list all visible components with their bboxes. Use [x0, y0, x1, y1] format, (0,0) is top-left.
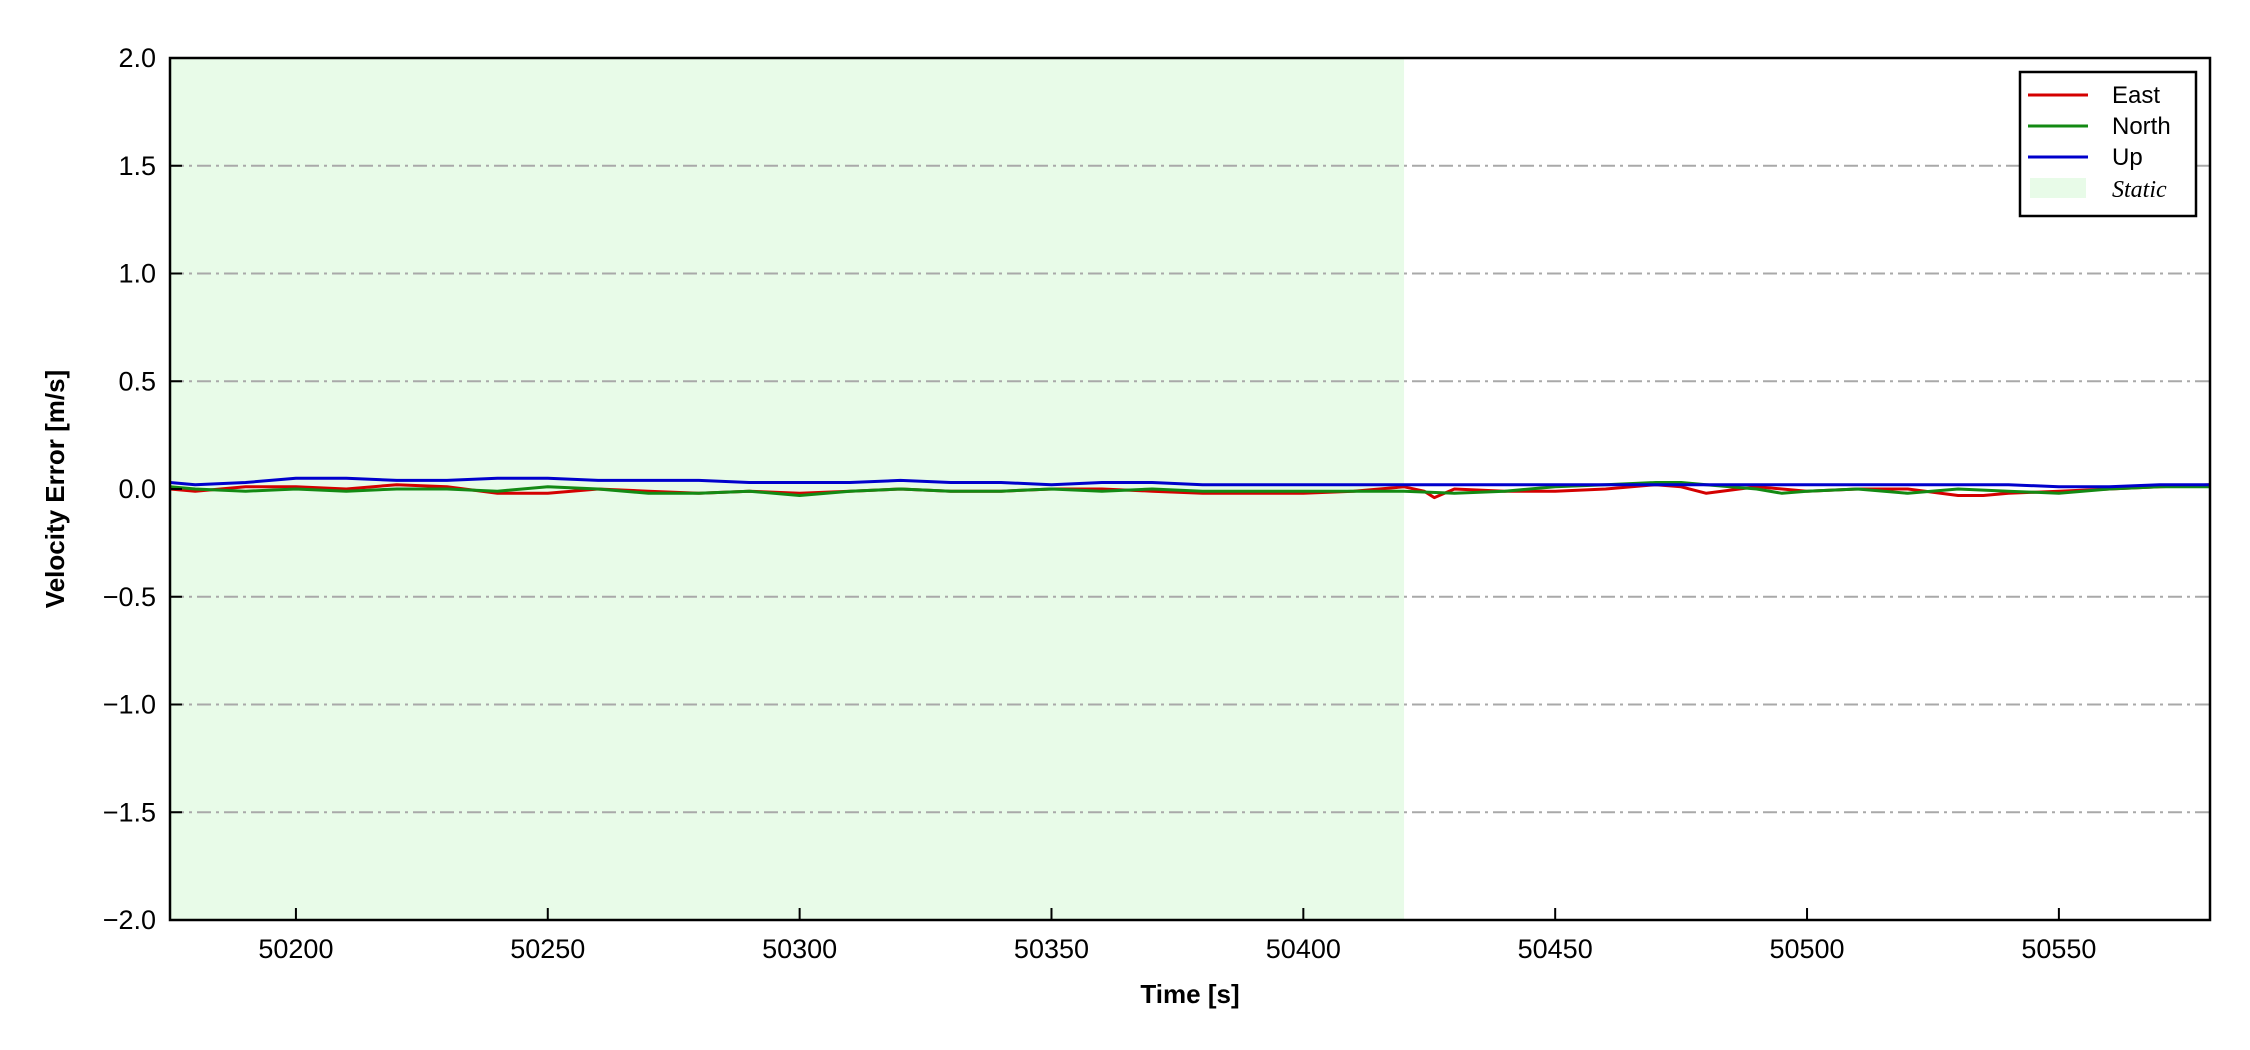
x-tick-label: 50400 — [1266, 934, 1341, 964]
y-tick-label: −2.0 — [103, 905, 156, 935]
x-tick-label: 50350 — [1014, 934, 1089, 964]
y-axis-title: Velocity Error [m/s] — [40, 370, 70, 608]
series-line-east — [170, 483, 2210, 500]
x-tick-label: 50550 — [2021, 934, 2096, 964]
x-axis-title: Time [s] — [1140, 979, 1239, 1009]
y-tick-label: 1.5 — [118, 151, 156, 181]
legend-label-east: East — [2112, 82, 2160, 109]
gridlines — [170, 164, 2210, 814]
legend-swatch-static — [2030, 178, 2086, 198]
y-tick-label: 2.0 — [118, 43, 156, 73]
y-tick-label: 0.5 — [118, 366, 156, 396]
legend: East North Up Static — [2018, 70, 2198, 218]
x-tick-label: 50250 — [510, 934, 585, 964]
y-tick-label: −1.0 — [103, 690, 156, 720]
x-tick-label: 50450 — [1518, 934, 1593, 964]
legend-label-north: North — [2112, 113, 2171, 140]
x-tick-label: 50500 — [1769, 934, 1844, 964]
y-tick-label: 1.0 — [118, 259, 156, 289]
series-line-up — [170, 476, 2210, 489]
legend-label-static: Static — [2112, 177, 2167, 203]
y-tick-label: 0.0 — [118, 474, 156, 504]
legend-label-up: Up — [2112, 144, 2143, 171]
x-tick-label: 50300 — [762, 934, 837, 964]
x-tick-label: 50200 — [258, 934, 333, 964]
y-tick-label: −0.5 — [103, 582, 156, 612]
series-line-north — [170, 481, 2210, 497]
axis-ticks: −2.0 −1.5 −1.0 −0.5 0.0 0.5 1.0 1.5 2.0 50200 5025… — [103, 43, 2097, 964]
series-lines — [170, 476, 2210, 500]
y-tick-label: −1.5 — [103, 797, 156, 827]
